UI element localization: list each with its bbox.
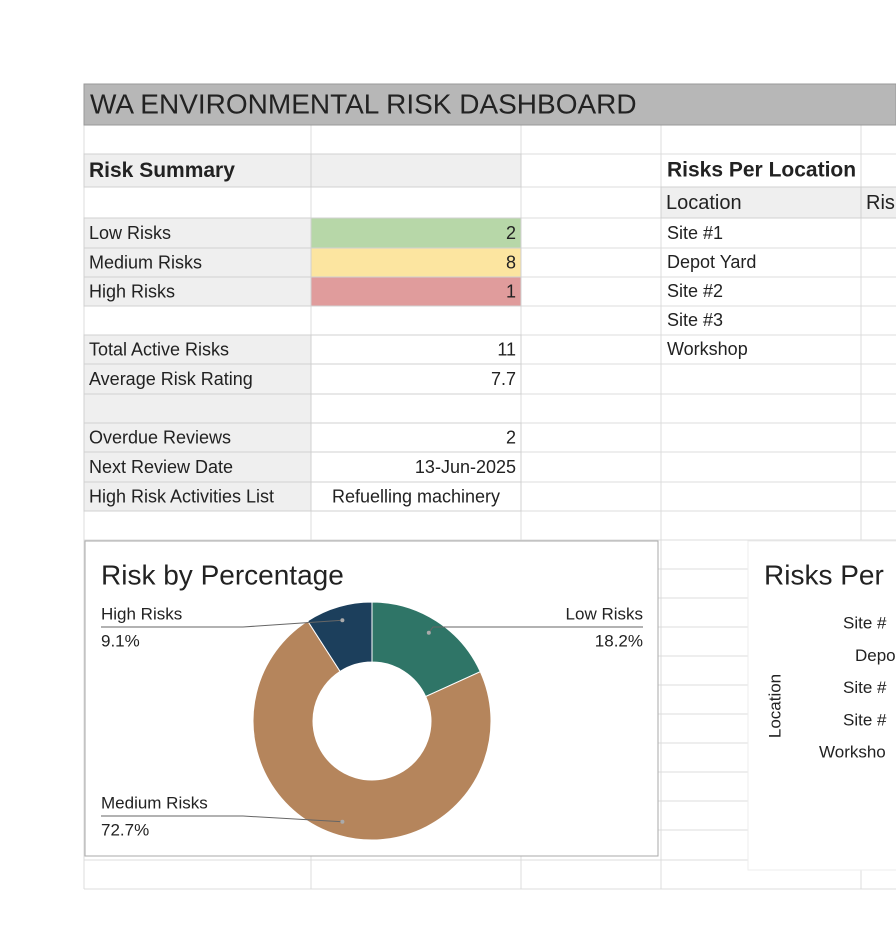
- leader-line: [101, 619, 343, 628]
- cell: [83, 247, 312, 278]
- legend-label: High Risks: [101, 604, 182, 623]
- cell-text: Overdue Reviews: [89, 427, 231, 447]
- y-tick-label: Depo: [855, 646, 896, 665]
- cell-text: Average Risk Rating: [89, 369, 253, 389]
- cell: [83, 422, 312, 453]
- cell-text: 7.7: [491, 369, 516, 389]
- cell: [83, 153, 312, 188]
- cell-text: 2: [506, 427, 516, 447]
- cell-text: Risk Summary: [89, 159, 235, 182]
- y-tick-label: Site #: [843, 678, 887, 697]
- cell: [83, 276, 312, 307]
- cell: [310, 276, 522, 307]
- leader-dot: [340, 819, 345, 824]
- cell-text: Ris: [866, 192, 895, 214]
- cell: [83, 393, 312, 424]
- y-tick-label: Site #: [843, 613, 887, 632]
- cell: [310, 247, 522, 278]
- chart-frame: [747, 540, 896, 871]
- cell-text: Location: [666, 192, 742, 214]
- leader-line: [428, 626, 643, 633]
- cell-text: 8: [506, 252, 516, 272]
- cell: [860, 186, 896, 219]
- cell: [310, 363, 522, 395]
- cell-text: Site #2: [667, 281, 723, 301]
- cell: [310, 451, 522, 483]
- location-heading: Risks Per Location: [667, 159, 856, 182]
- cell: [83, 451, 312, 483]
- cell: [310, 153, 522, 188]
- cell-text: Next Review Date: [89, 457, 233, 477]
- cell-text: 13-Jun-2025: [415, 457, 516, 477]
- cell: [83, 363, 312, 395]
- value-label: 18.2%: [595, 631, 643, 650]
- cell: [660, 186, 862, 219]
- dashboard-title: WA ENVIRONMENTAL RISK DASHBOARD: [90, 88, 637, 119]
- y-tick-label: Worksho: [819, 743, 886, 762]
- cell-text: 11: [497, 339, 516, 359]
- cell-text: Workshop: [667, 339, 748, 359]
- cell-text: High Risks: [89, 281, 175, 301]
- y-tick-label: Site #: [843, 710, 887, 729]
- cell-text: Site #1: [667, 223, 723, 243]
- cell-text: Total Active Risks: [89, 339, 229, 359]
- leader-dot: [340, 618, 345, 623]
- cell-text: Depot Yard: [667, 252, 756, 272]
- legend-label: Low Risks: [566, 604, 643, 623]
- leader-dot: [426, 630, 431, 635]
- cell-text: 1: [506, 281, 516, 301]
- donut-slice: [306, 601, 373, 673]
- cell-text: Site #3: [667, 310, 723, 330]
- cell: [310, 422, 522, 453]
- chart-title: Risks Per: [764, 559, 884, 590]
- cell-text: Medium Risks: [89, 252, 202, 272]
- donut-slice: [252, 620, 492, 841]
- cell-text: Low Risks: [89, 223, 171, 243]
- legend-label: Medium Risks: [101, 793, 208, 812]
- leader-line: [101, 815, 343, 823]
- cell: [83, 481, 312, 512]
- cell: [310, 481, 522, 512]
- cell: [310, 217, 522, 249]
- title-bar: [83, 83, 896, 126]
- cell-text: 2: [506, 223, 516, 243]
- y-axis-label: Location: [765, 674, 784, 738]
- chart-title: Risk by Percentage: [101, 559, 344, 590]
- cell-text: Refuelling machinery: [332, 486, 500, 506]
- cell: [310, 334, 522, 365]
- value-label: 72.7%: [101, 820, 149, 839]
- cell-text: High Risk Activities List: [89, 486, 274, 506]
- value-label: 9.1%: [101, 631, 140, 650]
